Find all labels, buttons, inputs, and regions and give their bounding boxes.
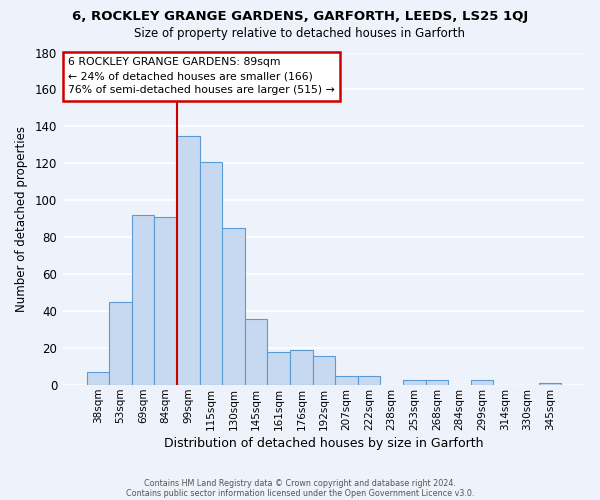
Bar bbox=[222, 228, 245, 385]
Text: Size of property relative to detached houses in Garforth: Size of property relative to detached ho… bbox=[134, 28, 466, 40]
Text: 6 ROCKLEY GRANGE GARDENS: 89sqm
← 24% of detached houses are smaller (166)
76% o: 6 ROCKLEY GRANGE GARDENS: 89sqm ← 24% of… bbox=[68, 58, 335, 96]
Bar bbox=[425, 380, 448, 385]
Bar bbox=[177, 136, 200, 385]
Bar bbox=[154, 217, 177, 385]
X-axis label: Distribution of detached houses by size in Garforth: Distribution of detached houses by size … bbox=[164, 437, 484, 450]
Bar bbox=[539, 384, 561, 385]
Bar bbox=[86, 372, 109, 385]
Text: 6, ROCKLEY GRANGE GARDENS, GARFORTH, LEEDS, LS25 1QJ: 6, ROCKLEY GRANGE GARDENS, GARFORTH, LEE… bbox=[72, 10, 528, 23]
Bar bbox=[403, 380, 425, 385]
Text: Contains public sector information licensed under the Open Government Licence v3: Contains public sector information licen… bbox=[126, 488, 474, 498]
Bar bbox=[335, 376, 358, 385]
Bar bbox=[290, 350, 313, 385]
Y-axis label: Number of detached properties: Number of detached properties bbox=[15, 126, 28, 312]
Text: Contains HM Land Registry data © Crown copyright and database right 2024.: Contains HM Land Registry data © Crown c… bbox=[144, 478, 456, 488]
Bar bbox=[358, 376, 380, 385]
Bar bbox=[471, 380, 493, 385]
Bar bbox=[132, 215, 154, 385]
Bar bbox=[109, 302, 132, 385]
Bar bbox=[200, 162, 222, 385]
Bar bbox=[245, 318, 268, 385]
Bar bbox=[313, 356, 335, 385]
Bar bbox=[268, 352, 290, 385]
